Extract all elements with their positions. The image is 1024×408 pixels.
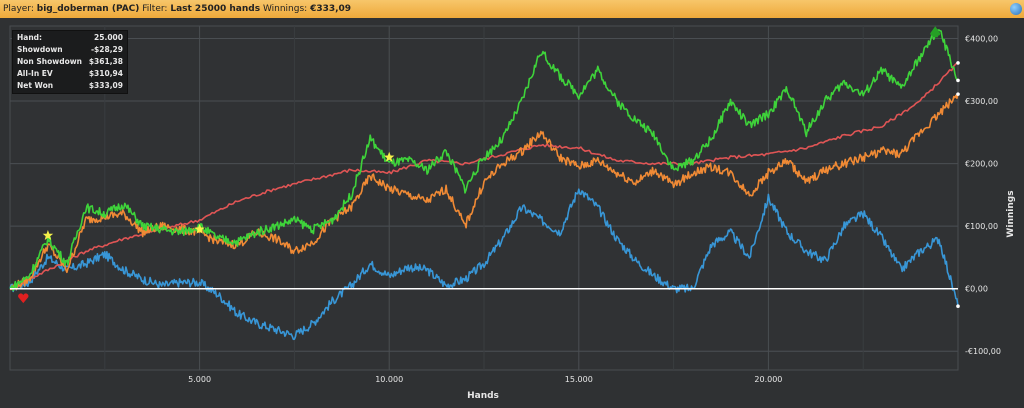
winnings-value: €333,09 bbox=[310, 4, 352, 14]
series-end-point bbox=[956, 304, 960, 309]
star-marker bbox=[42, 230, 54, 240]
globe-icon[interactable] bbox=[1010, 3, 1022, 15]
star-marker bbox=[384, 151, 395, 162]
x-tick-label: 15.000 bbox=[565, 375, 593, 384]
filter-value: Last 25000 hands bbox=[170, 4, 261, 14]
series-line-all-in-ev bbox=[9, 93, 959, 291]
title-bar: Player: big_doberman (PAC) Filter: Last … bbox=[0, 0, 1024, 18]
stats-row: All-In EV $310,94 bbox=[17, 68, 123, 80]
y-axis-label: Winnings bbox=[1006, 190, 1016, 237]
series-end-point bbox=[956, 78, 960, 83]
winnings-label: Winnings: bbox=[262, 4, 308, 14]
player-value: big_doberman (PAC) bbox=[36, 4, 140, 14]
stats-label: Showdown bbox=[17, 45, 63, 54]
filter-label: Filter: bbox=[142, 4, 168, 14]
stats-value: -$28,29 bbox=[90, 45, 123, 54]
x-tick-label: 10.000 bbox=[375, 375, 403, 384]
player-label: Player: bbox=[3, 4, 34, 14]
stats-label: All-In EV bbox=[17, 69, 53, 78]
stats-row: Hand: 25.000 bbox=[17, 32, 123, 44]
y-tick-label: €400,00 bbox=[965, 35, 998, 44]
series-line-showdown bbox=[9, 188, 959, 341]
stats-row: Net Won $333,09 bbox=[17, 80, 123, 92]
stats-value: $310,94 bbox=[88, 69, 123, 78]
chart-series bbox=[9, 29, 960, 341]
stats-value: 25.000 bbox=[94, 33, 123, 42]
series-end-point bbox=[956, 92, 960, 96]
y-tick-label: €200,00 bbox=[965, 160, 998, 169]
series-line-net-won bbox=[9, 29, 959, 292]
stats-row: Non Showdown $361,38 bbox=[17, 56, 123, 68]
chart-grid bbox=[9, 25, 959, 371]
stats-row: Showdown -$28,29 bbox=[17, 44, 123, 56]
y-tick-label: €300,00 bbox=[965, 97, 998, 106]
stats-label: Non Showdown bbox=[17, 57, 82, 66]
x-tick-label: 5.000 bbox=[188, 375, 211, 384]
stats-label: Net Won bbox=[17, 81, 54, 90]
stats-value: $361,38 bbox=[88, 57, 123, 66]
stats-value: $333,09 bbox=[88, 81, 123, 90]
series-end-point bbox=[956, 61, 960, 65]
x-tick-label: 20.000 bbox=[754, 375, 782, 384]
chart-markers bbox=[18, 26, 941, 304]
y-tick-label: -€100,00 bbox=[965, 347, 1001, 356]
chart-axes: -€100,00 €0,00 €100,00 €200,00 €300,00 €400,0… bbox=[10, 35, 1001, 384]
spade-marker bbox=[930, 26, 941, 38]
stats-panel: Hand: 25.000 Showdown -$28,29 Non Showdown $3… bbox=[12, 30, 128, 94]
stats-label: Hand: bbox=[17, 33, 43, 42]
winnings-chart: -€100,00 €0,00 €100,00 €200,00 €300,00 €400,0… bbox=[9, 25, 1016, 401]
star-marker bbox=[194, 223, 205, 234]
heart-marker bbox=[18, 293, 29, 304]
y-tick-label: €100,00 bbox=[965, 222, 998, 231]
y-tick-label: €0,00 bbox=[965, 285, 988, 294]
x-axis-label: Hands bbox=[467, 391, 499, 401]
